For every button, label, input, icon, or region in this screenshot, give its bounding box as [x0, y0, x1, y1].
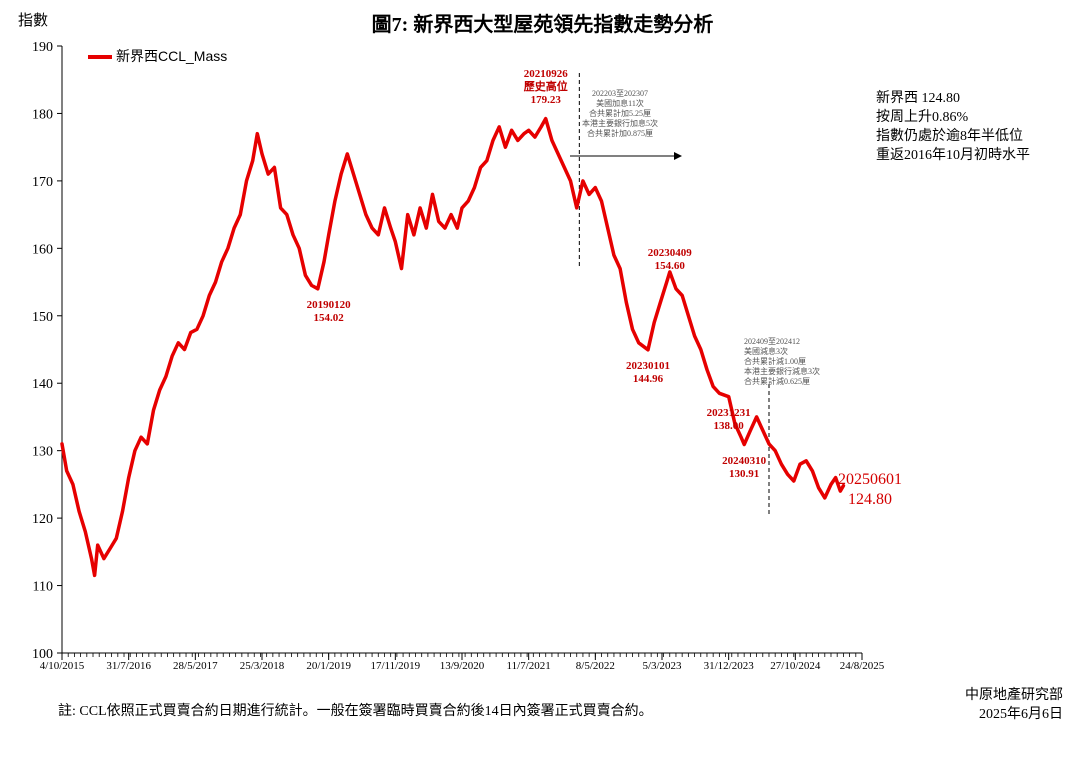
- annotation-text: 138.00: [713, 419, 744, 432]
- x-tick-label: 13/9/2020: [440, 660, 485, 672]
- point-annotation: 20210926 歷史高位 179.23: [524, 68, 568, 107]
- note-line: 美國減息3次: [744, 347, 788, 356]
- y-tick-label: 150: [32, 310, 53, 325]
- y-tick-label: 190: [32, 40, 53, 55]
- y-tick-label: 100: [32, 647, 53, 662]
- annotation-text: 154.02: [313, 311, 344, 324]
- footnote: 註: CCL依照正式買賣合約日期進行統計。一般在簽署臨時買賣合約後14日內簽署正…: [58, 704, 653, 719]
- rate-hike-note: 202203至202307 美國加息11次 合共累計加5.25厘 本港主要銀行加…: [582, 89, 658, 139]
- x-tick-label: 4/10/2015: [40, 660, 85, 672]
- annotation-text: 130.91: [729, 467, 760, 480]
- summary-line: 重返2016年10月初時水平: [876, 148, 1030, 163]
- y-tick-label: 140: [32, 377, 53, 392]
- y-axis-unit: 指數: [18, 13, 49, 29]
- note-line: 合共累計減0.625厘: [744, 377, 810, 386]
- point-annotation: 20230409 154.60: [648, 247, 692, 273]
- annotation-text: 144.96: [632, 372, 664, 385]
- annotation-text: 154.60: [654, 259, 685, 272]
- legend-label: 新界西CCL_Mass: [116, 48, 228, 64]
- x-tick-label: 31/12/2023: [704, 660, 755, 672]
- annotation-text: 20190120: [306, 298, 351, 311]
- x-tick-label: 27/10/2024: [770, 660, 821, 672]
- legend-swatch: [88, 55, 112, 60]
- summary-line: 指數仍處於逾8年半低位: [876, 129, 1023, 144]
- y-tick-label: 160: [32, 242, 53, 257]
- rate-cut-note: 202409至202412 美國減息3次 合共累計減1.00厘 本港主要銀行減息…: [744, 337, 820, 387]
- x-tick-label: 5/3/2023: [642, 660, 682, 672]
- y-tick-label: 110: [33, 580, 53, 595]
- y-tick-label: 170: [32, 175, 53, 190]
- hike-arrow-head: [674, 152, 682, 160]
- annotation-text: 20210926: [523, 67, 568, 80]
- series-line: [60, 116, 846, 578]
- x-tick-label: 28/5/2017: [173, 660, 218, 672]
- latest-value: 124.80: [848, 491, 892, 508]
- annotation-text: 20240310: [722, 454, 767, 467]
- x-tick-label: 25/3/2018: [240, 660, 285, 672]
- point-annotation: 20231231 138.00: [707, 407, 751, 433]
- y-tick-label: 120: [32, 512, 53, 527]
- point-annotation: 20240310 130.91: [722, 455, 766, 481]
- note-line: 合共累計加0.875厘: [587, 129, 653, 138]
- point-annotation: 20190120 154.02: [307, 299, 351, 325]
- x-tick-label: 8/5/2022: [576, 660, 615, 672]
- latest-date: 20250601: [838, 471, 902, 488]
- chart-title: 圖7: 新界西大型屋苑領先指數走勢分析: [371, 14, 714, 36]
- latest-value-label: 20250601 124.80: [838, 470, 902, 510]
- annotation-text: 20230101: [626, 359, 671, 372]
- source-credit: 中原地產研究部 2025年6月6日: [965, 686, 1063, 724]
- y-tick-label: 180: [32, 107, 53, 122]
- source-org: 中原地產研究部: [965, 688, 1063, 703]
- x-tick-label: 17/11/2019: [370, 660, 420, 672]
- point-annotation: 20230101 144.96: [626, 360, 670, 386]
- note-line: 本港主要銀行加息5次: [582, 119, 658, 128]
- annotation-text: 179.23: [530, 93, 561, 106]
- x-tick-label: 11/7/2021: [507, 660, 551, 672]
- summary-line: 新界西 124.80: [876, 91, 960, 106]
- note-line: 202203至202307: [592, 89, 648, 98]
- legend: 新界西CCL_Mass: [88, 46, 227, 66]
- note-line: 合共累計加5.25厘: [589, 109, 651, 118]
- note-line: 合共累計減1.00厘: [744, 357, 806, 366]
- source-date: 2025年6月6日: [979, 707, 1063, 722]
- annotation-text: 20230409: [647, 246, 692, 259]
- annotation-text: 20231231: [706, 406, 751, 419]
- note-line: 美國加息11次: [596, 99, 644, 108]
- x-tick-label: 20/1/2019: [306, 660, 351, 672]
- y-tick-label: 130: [32, 445, 53, 460]
- summary-line: 按周上升0.86%: [876, 110, 969, 125]
- annotation-text: 歷史高位: [523, 80, 568, 93]
- x-tick-label: 24/8/2025: [840, 660, 885, 672]
- note-line: 202409至202412: [744, 337, 800, 346]
- note-line: 本港主要銀行減息3次: [744, 367, 820, 376]
- summary-box: 新界西 124.80 按周上升0.86% 指數仍處於逾8年半低位 重返2016年…: [876, 89, 1030, 165]
- x-tick-label: 31/7/2016: [106, 660, 151, 672]
